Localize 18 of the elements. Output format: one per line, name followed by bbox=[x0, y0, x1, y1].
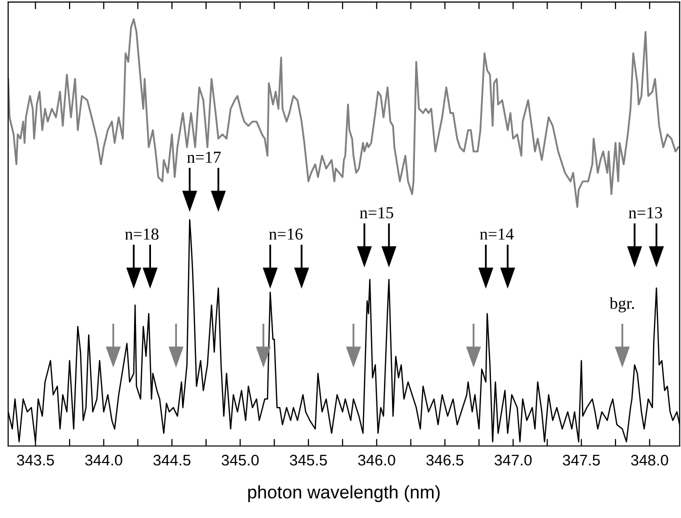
annotation: n=17 bbox=[187, 152, 221, 163]
x-tick-label: 345.0 bbox=[222, 454, 259, 466]
annotation: n=15 bbox=[360, 207, 394, 218]
x-tick-label: 347.5 bbox=[562, 454, 600, 466]
x-tick-label: 343.5 bbox=[16, 454, 54, 466]
x-tick-label: 347.0 bbox=[494, 454, 532, 466]
annotation: n=18 bbox=[125, 228, 158, 240]
annotation: n=14 bbox=[480, 228, 514, 240]
x-tick-label: 346.0 bbox=[358, 454, 396, 466]
x-tick-label: 348.0 bbox=[631, 454, 668, 466]
annotation: bgr. bbox=[610, 297, 634, 312]
x-tick-label: 344.0 bbox=[85, 454, 122, 466]
x-axis-title: photon wavelength (nm) bbox=[248, 485, 440, 502]
x-tick-label: 346.5 bbox=[426, 454, 464, 466]
x-tick-label: 344.5 bbox=[153, 454, 190, 466]
annotation: n=13 bbox=[628, 207, 662, 218]
annotation: n=16 bbox=[269, 228, 303, 240]
x-tick-label: 345.5 bbox=[290, 454, 327, 466]
